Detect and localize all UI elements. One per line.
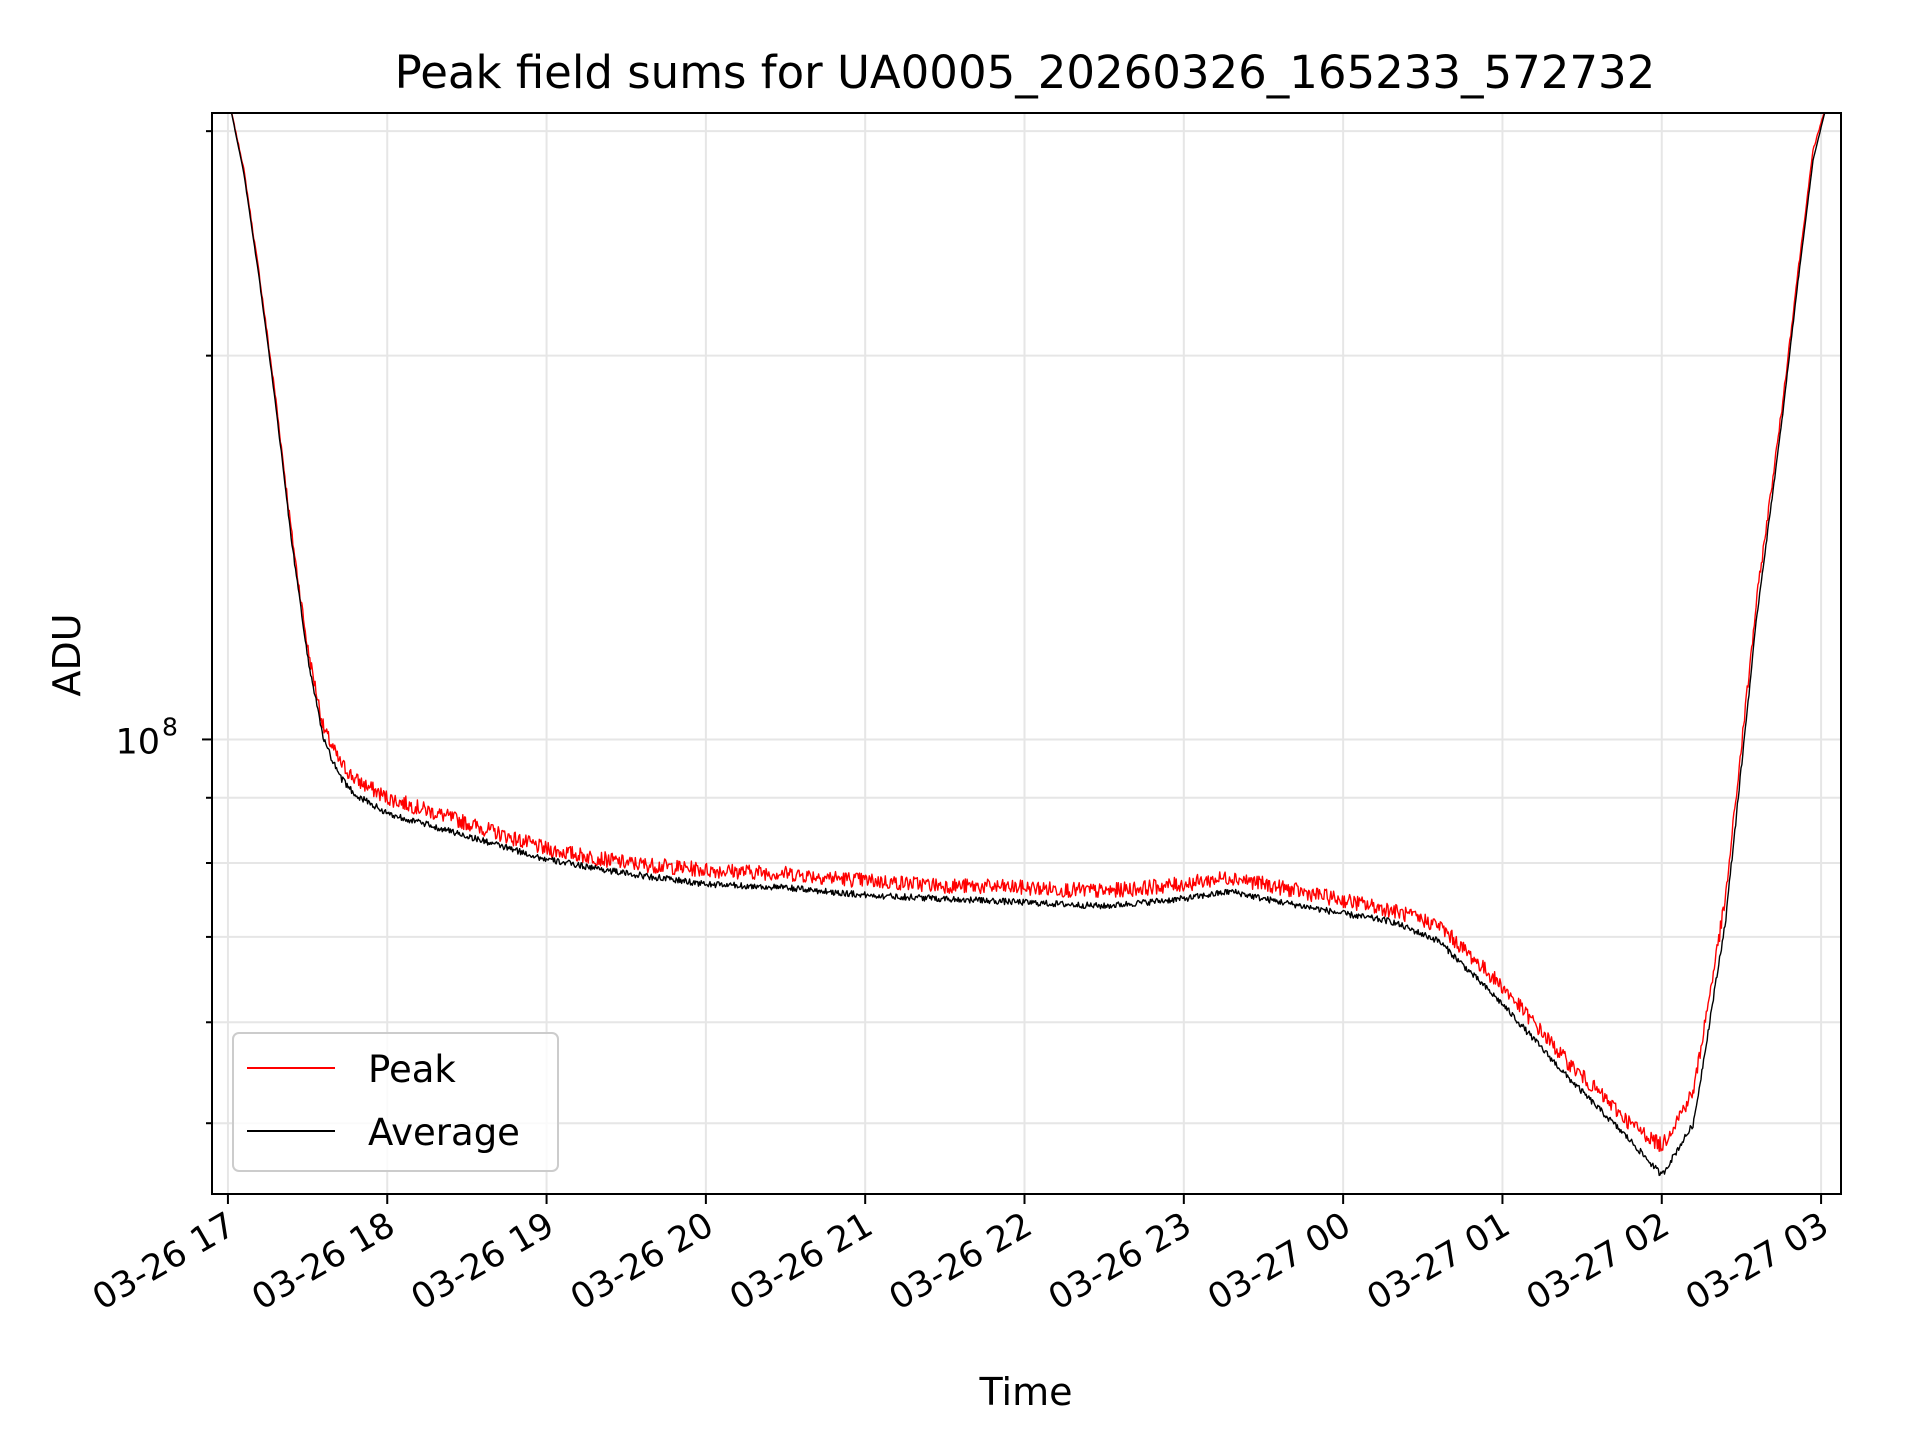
y-tick-label-exponent: 8 [162, 712, 178, 741]
series-line-average [230, 113, 1826, 1177]
grid [212, 113, 1841, 1194]
series-line-peak [231, 113, 1825, 1152]
legend-peak-label: Peak [368, 1048, 456, 1091]
plot-frame [211, 112, 1842, 1195]
y-tick-label: 10 [115, 722, 160, 762]
y-axis-label: ADU [45, 613, 89, 696]
chart-title: Peak field sums for UA0005_20260326_1652… [395, 46, 1656, 99]
legend: Peak Average [232, 1032, 559, 1172]
legend-average-label: Average [368, 1111, 520, 1154]
series-group [230, 113, 1826, 1177]
x-axis-label: Time [979, 1370, 1073, 1414]
